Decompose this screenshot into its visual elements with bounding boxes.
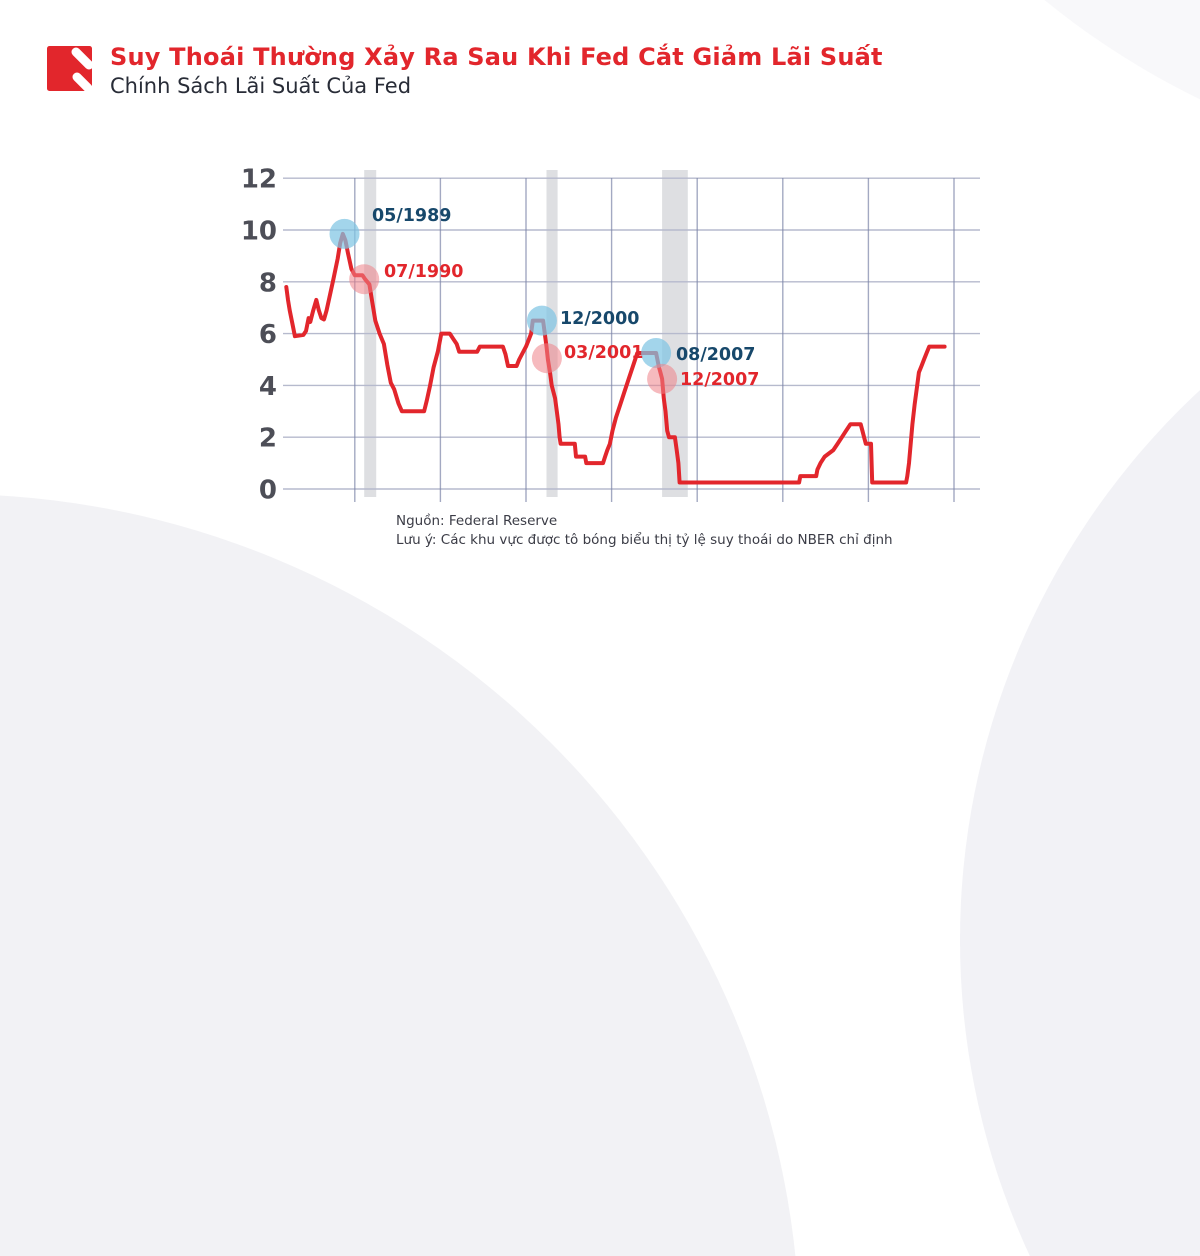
y-axis-label: 0 <box>259 476 277 506</box>
rate-peak-marker <box>526 305 557 336</box>
annotation-label: 08/2007 <box>676 345 755 365</box>
page-title: Suy Thoái Thường Xảy Ra Sau Khi Fed Cắt … <box>110 43 883 71</box>
y-axis-label: 2 <box>259 424 277 454</box>
rate-cut-marker <box>349 264 380 295</box>
header: Suy Thoái Thường Xảy Ra Sau Khi Fed Cắt … <box>46 42 883 100</box>
fed-rate-chart: 0 2 4 6 8 10 12 05/1989 07/1990 12/2000 03/2001 08/… <box>241 165 980 506</box>
rate-peak-marker <box>641 338 672 368</box>
annotation-label: 07/1990 <box>384 262 463 282</box>
y-axis-label: 10 <box>241 217 277 247</box>
y-axis-label: 4 <box>259 372 277 402</box>
y-axis-label: 12 <box>241 165 277 195</box>
annotation-label: 03/2001 <box>564 343 643 363</box>
rate-cut-marker <box>531 343 562 374</box>
brand-logo-icon <box>47 46 94 92</box>
source-note: Nguồn: Federal Reserve <box>396 513 558 529</box>
annotation-label: 12/2007 <box>680 370 759 390</box>
page-subtitle: Chính Sách Lãi Suất Của Fed <box>110 74 412 98</box>
methodology-note: Lưu ý: Các khu vực được tô bóng biểu thị… <box>396 532 893 548</box>
rate-cut-marker <box>647 363 678 394</box>
y-axis-label: 6 <box>259 320 277 350</box>
annotation-label: 12/2000 <box>560 309 639 329</box>
annotation-label: 05/1989 <box>372 206 451 226</box>
rate-line <box>284 231 947 485</box>
y-axis-label: 8 <box>259 268 277 298</box>
footer-notes: Nguồn: Federal Reserve Lưu ý: Các khu vự… <box>396 512 893 550</box>
rate-peak-marker <box>329 218 360 249</box>
